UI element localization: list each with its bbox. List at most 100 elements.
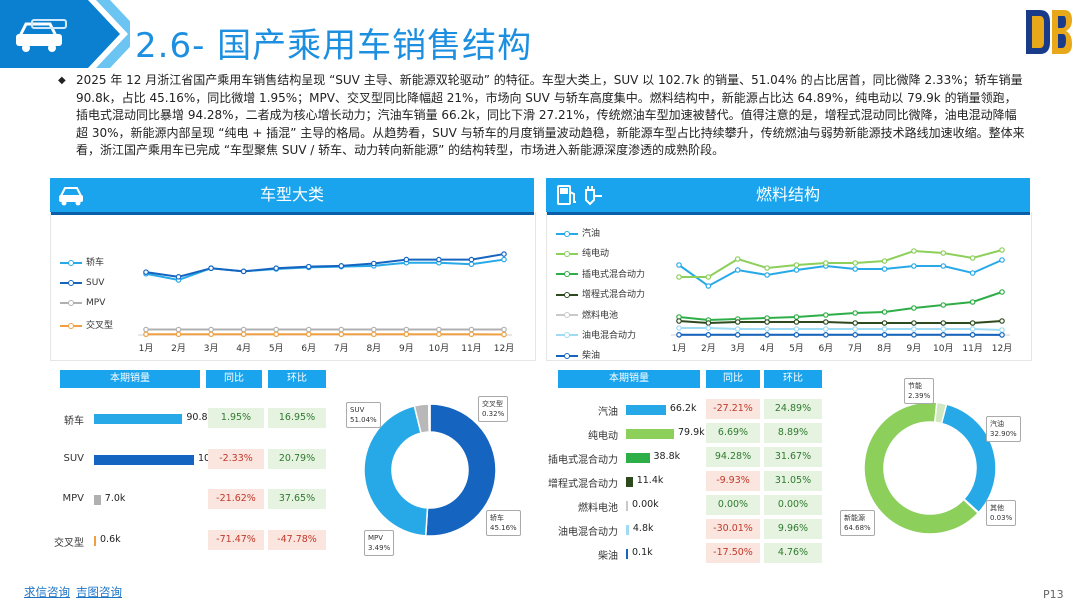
yoy-cell: 1.95% xyxy=(208,408,264,428)
section-title-fuel: 燃料结构 xyxy=(755,185,820,204)
left-chart-frame xyxy=(50,212,536,361)
data-point xyxy=(823,319,829,325)
legend-item: 汽油 xyxy=(556,226,645,239)
data-point xyxy=(969,255,976,261)
data-point xyxy=(823,260,829,266)
mom-cell: 8.89% xyxy=(764,423,822,443)
header-accent-shape xyxy=(0,0,130,68)
row-label: 柴油 xyxy=(598,551,618,562)
donut-slice xyxy=(427,403,431,433)
car-icon xyxy=(59,187,83,206)
col-header-mom: 环比 xyxy=(764,370,822,388)
data-point xyxy=(969,270,976,276)
sales-bar xyxy=(94,495,101,505)
vehicle-type-donut-chart xyxy=(363,403,497,537)
data-point xyxy=(676,318,682,324)
row-label: MPV xyxy=(62,493,85,504)
sales-value: 4.8k xyxy=(632,523,654,534)
col-header-mom: 环比 xyxy=(268,370,326,388)
row-label: 交叉型 xyxy=(54,537,84,549)
data-point xyxy=(403,256,410,263)
data-point xyxy=(793,314,800,320)
legend-item: 插电式混合动力 xyxy=(556,267,645,280)
sales-value: 79.9k xyxy=(678,427,705,438)
col-header-sales: 本期销量 xyxy=(558,370,700,388)
x-tick-label: 2月 xyxy=(701,343,716,354)
mom-cell: 20.79% xyxy=(268,448,326,469)
right-legend: 汽油 纯电动 插电式混合动力 增程式混合动力 燃料电池 油电混合动力 柴油 xyxy=(556,226,645,361)
data-point xyxy=(240,331,247,338)
donut-label-energy-saving: 节能 2.39% xyxy=(904,378,935,404)
data-point xyxy=(436,256,442,263)
sales-value: 0.00k xyxy=(632,499,659,510)
data-point xyxy=(911,326,917,332)
x-tick-label: 10月 xyxy=(933,343,953,354)
data-point xyxy=(969,299,976,305)
summary-paragraph: 2025 年 12 月浙江省国产乘用车销售结构呈现 “SUV 主导、新能源双轮驱… xyxy=(76,73,1025,157)
data-point xyxy=(969,332,976,338)
right-chart-frame xyxy=(546,212,1032,361)
footer-link-2[interactable]: 吉图咨询 xyxy=(76,585,122,599)
donut-slice xyxy=(363,404,429,537)
row-label: 汽油 xyxy=(598,407,618,418)
mom-cell: 4.76% xyxy=(764,543,822,563)
donut-label-gasoline: 汽油 32.90% xyxy=(986,416,1021,442)
data-point xyxy=(175,331,182,338)
data-point xyxy=(940,320,947,326)
yoy-cell: 94.28% xyxy=(706,447,760,467)
data-point xyxy=(969,320,976,326)
sales-value: 38.8k xyxy=(653,451,681,462)
donut-label-nev: 新能源 64.68% xyxy=(840,510,875,536)
data-point xyxy=(734,267,741,273)
sales-bar xyxy=(94,535,96,546)
data-point xyxy=(705,320,712,326)
data-point xyxy=(734,256,741,262)
data-point xyxy=(881,320,888,326)
series-line xyxy=(679,249,1003,278)
footer-link-1[interactable]: 求信咨询 xyxy=(24,585,70,599)
x-tick-label: 11月 xyxy=(962,343,982,354)
sales-bar xyxy=(626,453,650,463)
yoy-cell: -9.93% xyxy=(706,471,760,491)
mom-cell: 37.65% xyxy=(268,489,326,509)
car-icon xyxy=(16,19,67,52)
row-label: 油电混合动力 xyxy=(558,527,618,538)
donut-label-crossover: 交叉型 0.32% xyxy=(478,396,509,422)
section-bar-vehicle-type: 车型大类 xyxy=(50,178,534,215)
sales-value: 7.0k xyxy=(104,493,126,504)
row-label: 燃料电池 xyxy=(578,503,618,514)
data-point xyxy=(468,256,475,263)
page-title: 2.6- 国产乘用车销售结构 xyxy=(135,26,533,66)
sales-value: 0.1k xyxy=(632,547,653,558)
series-line xyxy=(145,253,505,278)
donut-slice xyxy=(424,403,497,537)
x-tick-label: 5月 xyxy=(789,343,804,354)
data-point xyxy=(823,326,829,332)
sales-bar xyxy=(626,405,666,415)
data-point xyxy=(208,331,214,338)
data-point xyxy=(676,332,682,338)
data-point xyxy=(501,331,507,338)
mom-cell: 31.05% xyxy=(764,471,822,491)
data-point xyxy=(940,250,947,256)
data-point xyxy=(371,260,377,267)
data-point xyxy=(436,331,442,338)
x-tick-label: 5月 xyxy=(269,343,284,354)
data-point xyxy=(734,332,741,338)
data-point xyxy=(940,302,947,308)
mom-cell: 16.95% xyxy=(268,408,326,428)
data-point xyxy=(911,320,917,326)
header-band xyxy=(0,0,1080,68)
x-tick-label: 7月 xyxy=(334,343,349,354)
left-legend: 轿车 SUV MPV 交叉型 xyxy=(60,255,113,331)
data-point xyxy=(208,265,214,272)
data-point xyxy=(881,326,888,332)
vehicle-type-line-chart: 1月 2月 3月 4月 5月 6月 7月 8月 9月 10月 11月 12月 xyxy=(138,251,514,354)
data-point xyxy=(273,326,279,333)
row-label: SUV xyxy=(63,452,84,464)
yoy-cell: 6.69% xyxy=(706,423,760,443)
data-point xyxy=(999,327,1005,333)
x-tick-label: 11月 xyxy=(461,343,481,354)
data-point xyxy=(273,331,279,338)
mom-cell: 24.89% xyxy=(764,399,822,419)
